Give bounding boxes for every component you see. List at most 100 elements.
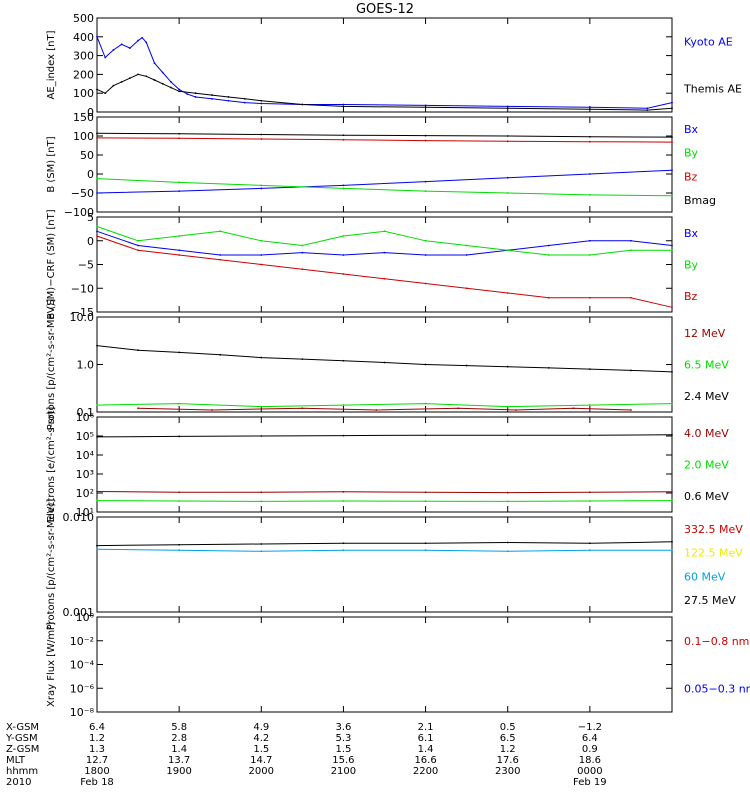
data-point: [646, 107, 649, 110]
data-point: [186, 93, 189, 96]
data-point: [96, 137, 98, 139]
data-point: [383, 251, 386, 254]
series-line: [96, 235, 673, 308]
data-point: [145, 41, 148, 44]
y-tick-label: −5: [78, 259, 94, 272]
data-point: [260, 435, 263, 437]
data-point: [194, 92, 197, 95]
data-point: [506, 140, 509, 143]
data-point: [96, 35, 98, 38]
data-point: [506, 365, 509, 368]
legend-entry: Bz: [684, 290, 698, 303]
data-point: [671, 244, 673, 247]
data-point: [424, 254, 427, 256]
data-point: [219, 230, 222, 233]
data-point: [96, 88, 98, 91]
data-point: [342, 103, 345, 106]
data-point: [342, 542, 345, 545]
data-point: [260, 102, 263, 105]
series-line: [96, 169, 673, 194]
data-point: [96, 490, 98, 493]
x-cell: −1.2: [578, 722, 602, 733]
data-point: [342, 359, 345, 362]
x-cell: 1.4: [171, 744, 187, 755]
x-cell: 13.7: [168, 755, 190, 766]
data-point: [375, 409, 378, 411]
data-point: [424, 139, 427, 142]
data-point: [104, 92, 107, 95]
x-cell: Feb 19: [573, 777, 607, 788]
data-point: [260, 550, 263, 553]
y-tick-label: 100: [73, 87, 94, 100]
data-point: [588, 368, 591, 371]
data-point: [342, 235, 345, 237]
panel-frame: [96, 516, 673, 613]
panel-6: 0.010 0.001 Protons [p/(cm²-s-sr-MeV)] 332.…: [46, 499, 743, 631]
series-line: [96, 548, 672, 552]
plot-title: GOES-12: [356, 2, 414, 17]
x-cell: 2100: [331, 766, 356, 777]
data-point: [671, 402, 673, 405]
data-point: [260, 405, 263, 408]
y-tick-label: 10⁻⁶: [70, 682, 95, 695]
x-cell: 5.8: [171, 722, 187, 733]
data-point: [547, 296, 550, 299]
x-cell: 16.6: [414, 755, 436, 766]
x-cell: 0000: [577, 766, 602, 777]
data-point: [424, 106, 427, 109]
y-tick-label: 0: [87, 235, 94, 248]
y-tick-label: 10.0: [70, 311, 95, 324]
series-line: [96, 434, 673, 438]
data-point: [137, 244, 139, 247]
data-point: [301, 358, 304, 360]
data-point: [671, 540, 673, 543]
panel-4: 10.0 1.0 0.1 Protons [p/(cm²-s-sr-MeV)] 12 M…: [46, 299, 729, 431]
x-row-label: Y-GSM: [5, 733, 38, 744]
data-point: [588, 404, 591, 406]
y-tick-label: 200: [73, 68, 94, 81]
data-point: [588, 254, 591, 256]
data-point: [342, 105, 345, 108]
data-point: [219, 254, 222, 256]
data-point: [630, 409, 632, 411]
data-point: [506, 550, 509, 553]
legend-entry: By: [684, 259, 699, 272]
x-cell: 1.5: [335, 744, 351, 755]
data-point: [227, 96, 230, 98]
x-cell: 14.7: [250, 755, 272, 766]
x-cell: 4.2: [253, 733, 269, 744]
data-point: [515, 409, 517, 411]
data-point: [671, 249, 673, 252]
data-point: [646, 109, 649, 112]
data-point: [178, 500, 181, 502]
data-point: [161, 82, 164, 85]
x-cell: 6.1: [418, 733, 434, 744]
panel-frame: [96, 416, 673, 513]
data-point: [506, 107, 509, 110]
legend-entry: Bz: [684, 170, 698, 183]
data-point: [260, 254, 263, 256]
data-point: [547, 254, 550, 256]
x-cell: 2300: [495, 766, 520, 777]
data-point: [219, 258, 222, 261]
data-point: [178, 190, 181, 193]
data-point: [342, 273, 345, 275]
y-tick-label: 0: [87, 168, 94, 181]
series-line: [96, 137, 673, 143]
data-point: [104, 56, 107, 59]
data-point: [227, 99, 230, 102]
data-point: [383, 277, 386, 280]
data-point: [547, 244, 550, 247]
data-point: [137, 39, 139, 42]
data-point: [170, 86, 172, 89]
data-point: [671, 169, 673, 172]
legend-entry: 0.1−0.8 nm: [684, 635, 749, 648]
legend-entry: 4.0 MeV: [684, 427, 729, 440]
legend-entry: 332.5 MeV: [684, 523, 743, 536]
data-point: [506, 105, 509, 108]
series-line: [96, 345, 673, 373]
x-cell: 0.9: [582, 744, 598, 755]
data-point: [211, 409, 213, 411]
panel-7: 10⁰ 10⁻² 10⁻⁴ 10⁻⁶ 10⁻⁸ Xray Flux [W/m²] 0.1−0…: [46, 611, 750, 719]
data-point: [260, 99, 263, 102]
